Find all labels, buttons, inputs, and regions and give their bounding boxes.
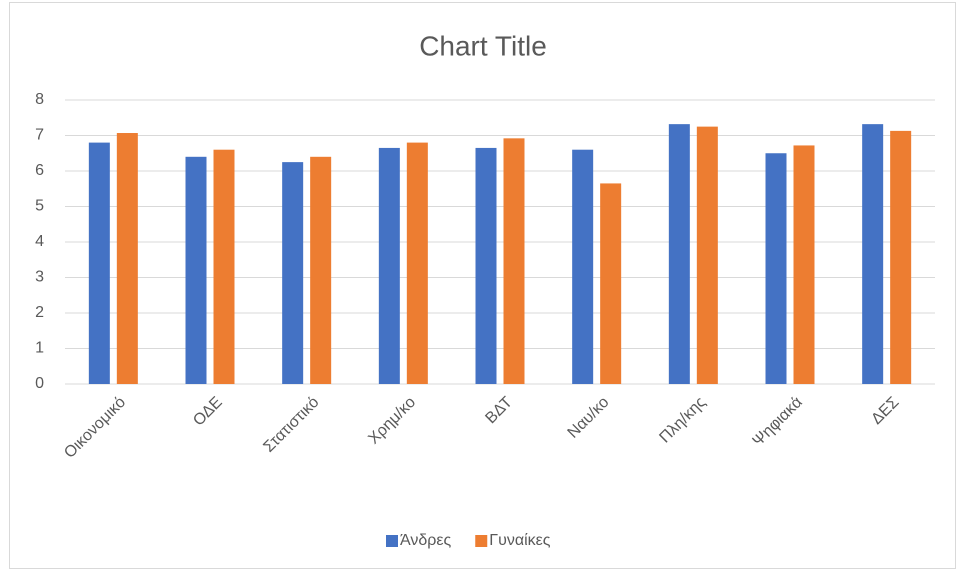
legend-label: Γυναίκες: [489, 532, 551, 549]
legend-swatch: [475, 535, 488, 547]
y-tick-label: 4: [35, 233, 44, 250]
chart-title: Chart Title: [419, 30, 547, 61]
bar: [793, 145, 815, 384]
bar: [600, 183, 622, 384]
legend-label: Άνδρες: [400, 532, 452, 549]
bar: [88, 142, 110, 384]
y-tick-label: 8: [35, 91, 44, 108]
bar: [475, 147, 497, 384]
bar: [213, 149, 235, 384]
bar: [696, 126, 718, 384]
y-tick-label: 0: [35, 375, 44, 392]
bar: [406, 142, 428, 384]
bar: [890, 130, 912, 384]
y-tick-label: 6: [35, 162, 44, 179]
bar: [185, 156, 207, 384]
bar: [862, 124, 884, 384]
bar: [116, 133, 138, 384]
y-tick-label: 1: [35, 340, 44, 357]
y-tick-label: 5: [35, 198, 44, 215]
y-tick-label: 2: [35, 304, 44, 321]
bar: [282, 162, 304, 384]
bar: [765, 153, 787, 384]
bar: [310, 156, 332, 384]
bar: [668, 124, 690, 384]
legend-swatch: [386, 535, 398, 547]
y-tick-label: 7: [35, 127, 44, 144]
bar: [503, 138, 525, 384]
bar: [572, 149, 594, 384]
y-tick-label: 3: [35, 269, 44, 286]
bar: [378, 147, 400, 384]
